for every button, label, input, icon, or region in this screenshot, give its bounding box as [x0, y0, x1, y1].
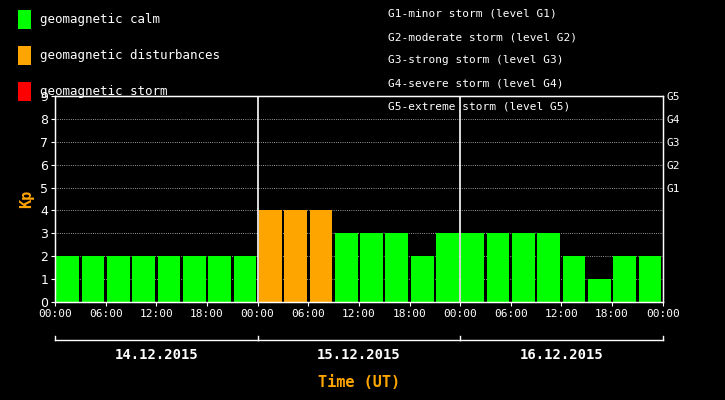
Bar — [563, 256, 586, 302]
Bar — [208, 256, 231, 302]
Bar — [436, 233, 459, 302]
Bar — [639, 256, 661, 302]
Text: 14.12.2015: 14.12.2015 — [115, 348, 198, 362]
Bar — [335, 233, 357, 302]
Bar — [310, 210, 332, 302]
Bar — [82, 256, 104, 302]
Bar — [411, 256, 434, 302]
Bar — [284, 210, 307, 302]
Text: G1-minor storm (level G1): G1-minor storm (level G1) — [388, 9, 557, 19]
Text: G2-moderate storm (level G2): G2-moderate storm (level G2) — [388, 32, 577, 42]
Bar — [588, 279, 610, 302]
Text: geomagnetic storm: geomagnetic storm — [40, 85, 167, 98]
Bar — [57, 256, 79, 302]
Bar — [157, 256, 181, 302]
Bar — [183, 256, 206, 302]
Bar — [537, 233, 560, 302]
Text: geomagnetic calm: geomagnetic calm — [40, 13, 160, 26]
Bar — [512, 233, 535, 302]
Y-axis label: Kp: Kp — [20, 190, 35, 208]
Bar — [613, 256, 636, 302]
Text: geomagnetic disturbances: geomagnetic disturbances — [40, 49, 220, 62]
Bar — [461, 233, 484, 302]
Bar — [360, 233, 383, 302]
Bar — [107, 256, 130, 302]
Text: G4-severe storm (level G4): G4-severe storm (level G4) — [388, 78, 563, 88]
Text: G5-extreme storm (level G5): G5-extreme storm (level G5) — [388, 102, 570, 112]
Text: Time (UT): Time (UT) — [318, 375, 400, 390]
Bar — [233, 256, 257, 302]
Text: G3-strong storm (level G3): G3-strong storm (level G3) — [388, 55, 563, 65]
Text: 15.12.2015: 15.12.2015 — [317, 348, 401, 362]
Bar — [386, 233, 408, 302]
Bar — [132, 256, 155, 302]
Bar — [486, 233, 510, 302]
Bar — [259, 210, 282, 302]
Text: 16.12.2015: 16.12.2015 — [520, 348, 603, 362]
